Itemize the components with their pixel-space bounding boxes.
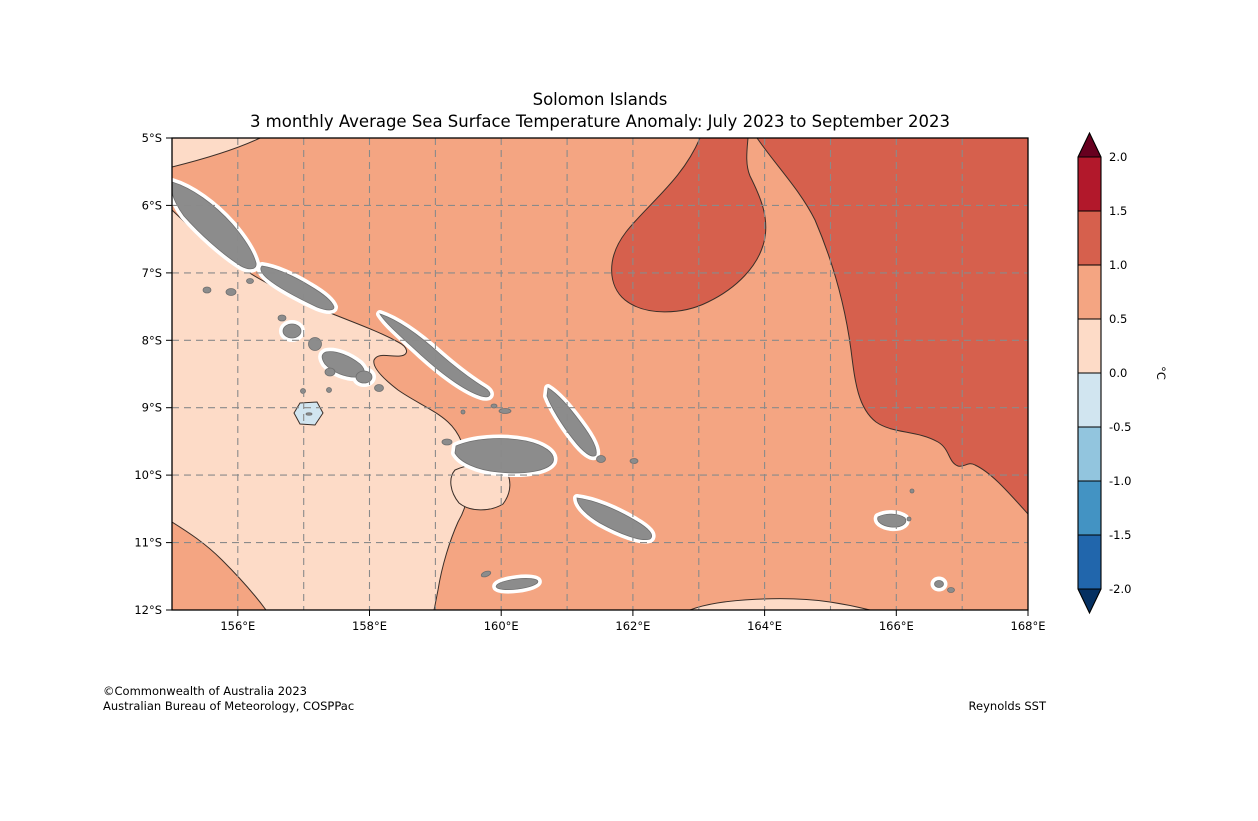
colorbar-segment xyxy=(1078,373,1101,427)
island xyxy=(277,314,287,322)
island-ulawa xyxy=(629,458,639,464)
plot-border xyxy=(171,137,1029,611)
island xyxy=(225,288,237,296)
chart-subtitle: 3 monthly Average Sea Surface Temperatur… xyxy=(250,112,950,131)
colorbar-segment xyxy=(1078,427,1101,481)
footer-source: Reynolds SST xyxy=(969,699,1047,713)
island xyxy=(305,412,313,416)
colorbar-tick-label: 1.5 xyxy=(1109,204,1127,218)
y-tick-label: 9°S xyxy=(142,401,162,415)
colorbar-over-arrow xyxy=(1078,133,1101,157)
y-tick-label: 7°S xyxy=(142,266,162,280)
x-tick-label: 166°E xyxy=(879,619,914,633)
island xyxy=(460,409,466,415)
island-rendova xyxy=(324,367,336,377)
colorbar-segment xyxy=(1078,535,1101,589)
island-russell xyxy=(441,438,453,446)
x-tick-label: 158°E xyxy=(352,619,387,633)
y-tick-label: 11°S xyxy=(134,536,162,550)
x-tick-label: 162°E xyxy=(615,619,650,633)
island xyxy=(326,387,332,393)
island xyxy=(374,384,384,392)
colorbar-unit-label: °C xyxy=(1154,366,1168,380)
colorbar-under-arrow xyxy=(1078,589,1101,613)
island xyxy=(246,278,254,284)
y-tick-label: 10°S xyxy=(134,468,162,482)
island xyxy=(909,488,915,494)
map-area xyxy=(172,138,1028,610)
colorbar-tick-label: 1.0 xyxy=(1109,258,1127,272)
island-vanikoro xyxy=(947,587,955,593)
island-vella-lavella xyxy=(282,323,302,339)
colorbar-tick-label: 0.0 xyxy=(1109,366,1127,380)
x-tick-label: 168°E xyxy=(1011,619,1046,633)
footer-organisation: Australian Bureau of Meteorology, COSPPa… xyxy=(103,699,354,713)
x-tick-label: 156°E xyxy=(220,619,255,633)
island-kolombangara xyxy=(308,337,322,351)
y-axis: 5°S 6°S 7°S 8°S 9°S 10°S 11°S 12°S xyxy=(134,131,172,617)
island xyxy=(202,286,212,294)
chart-title: Solomon Islands xyxy=(533,90,668,109)
island xyxy=(906,516,912,522)
colorbar-segment xyxy=(1078,319,1101,373)
y-tick-label: 6°S xyxy=(142,198,162,212)
island-florida xyxy=(498,408,512,414)
island xyxy=(596,455,606,463)
x-tick-label: 160°E xyxy=(484,619,519,633)
y-tick-label: 8°S xyxy=(142,333,162,347)
anomaly-region-10-15 xyxy=(611,138,1028,515)
colorbar-tick-label: -1.0 xyxy=(1109,474,1131,488)
colorbar-tick-label: 0.5 xyxy=(1109,312,1127,326)
colorbar-tick-label: -2.0 xyxy=(1109,582,1131,596)
island-utupua xyxy=(934,580,944,588)
colorbar-segment xyxy=(1078,481,1101,535)
y-tick-label: 12°S xyxy=(134,603,162,617)
y-tick-label: 5°S xyxy=(142,131,162,145)
x-tick-label: 164°E xyxy=(747,619,782,633)
colorbar-segment xyxy=(1078,211,1101,265)
graticule xyxy=(172,138,1028,610)
colorbar-outline xyxy=(1077,131,1102,615)
colorbar-tick-label: 2.0 xyxy=(1109,150,1127,164)
footer-copyright: ©Commonwealth of Australia 2023 xyxy=(103,684,307,698)
colorbar-segment xyxy=(1078,157,1101,211)
colorbar-tick-label: -0.5 xyxy=(1109,420,1131,434)
island xyxy=(300,388,306,394)
colorbar-segment xyxy=(1078,265,1101,319)
colorbar-tick-label: -1.5 xyxy=(1109,528,1131,542)
colorbar: 2.0 1.5 1.0 0.5 0.0 -0.5 -1.0 -1.5 -2.0 … xyxy=(1077,131,1168,615)
x-axis: 156°E 158°E 160°E 162°E 164°E 166°E 168°… xyxy=(220,610,1045,633)
